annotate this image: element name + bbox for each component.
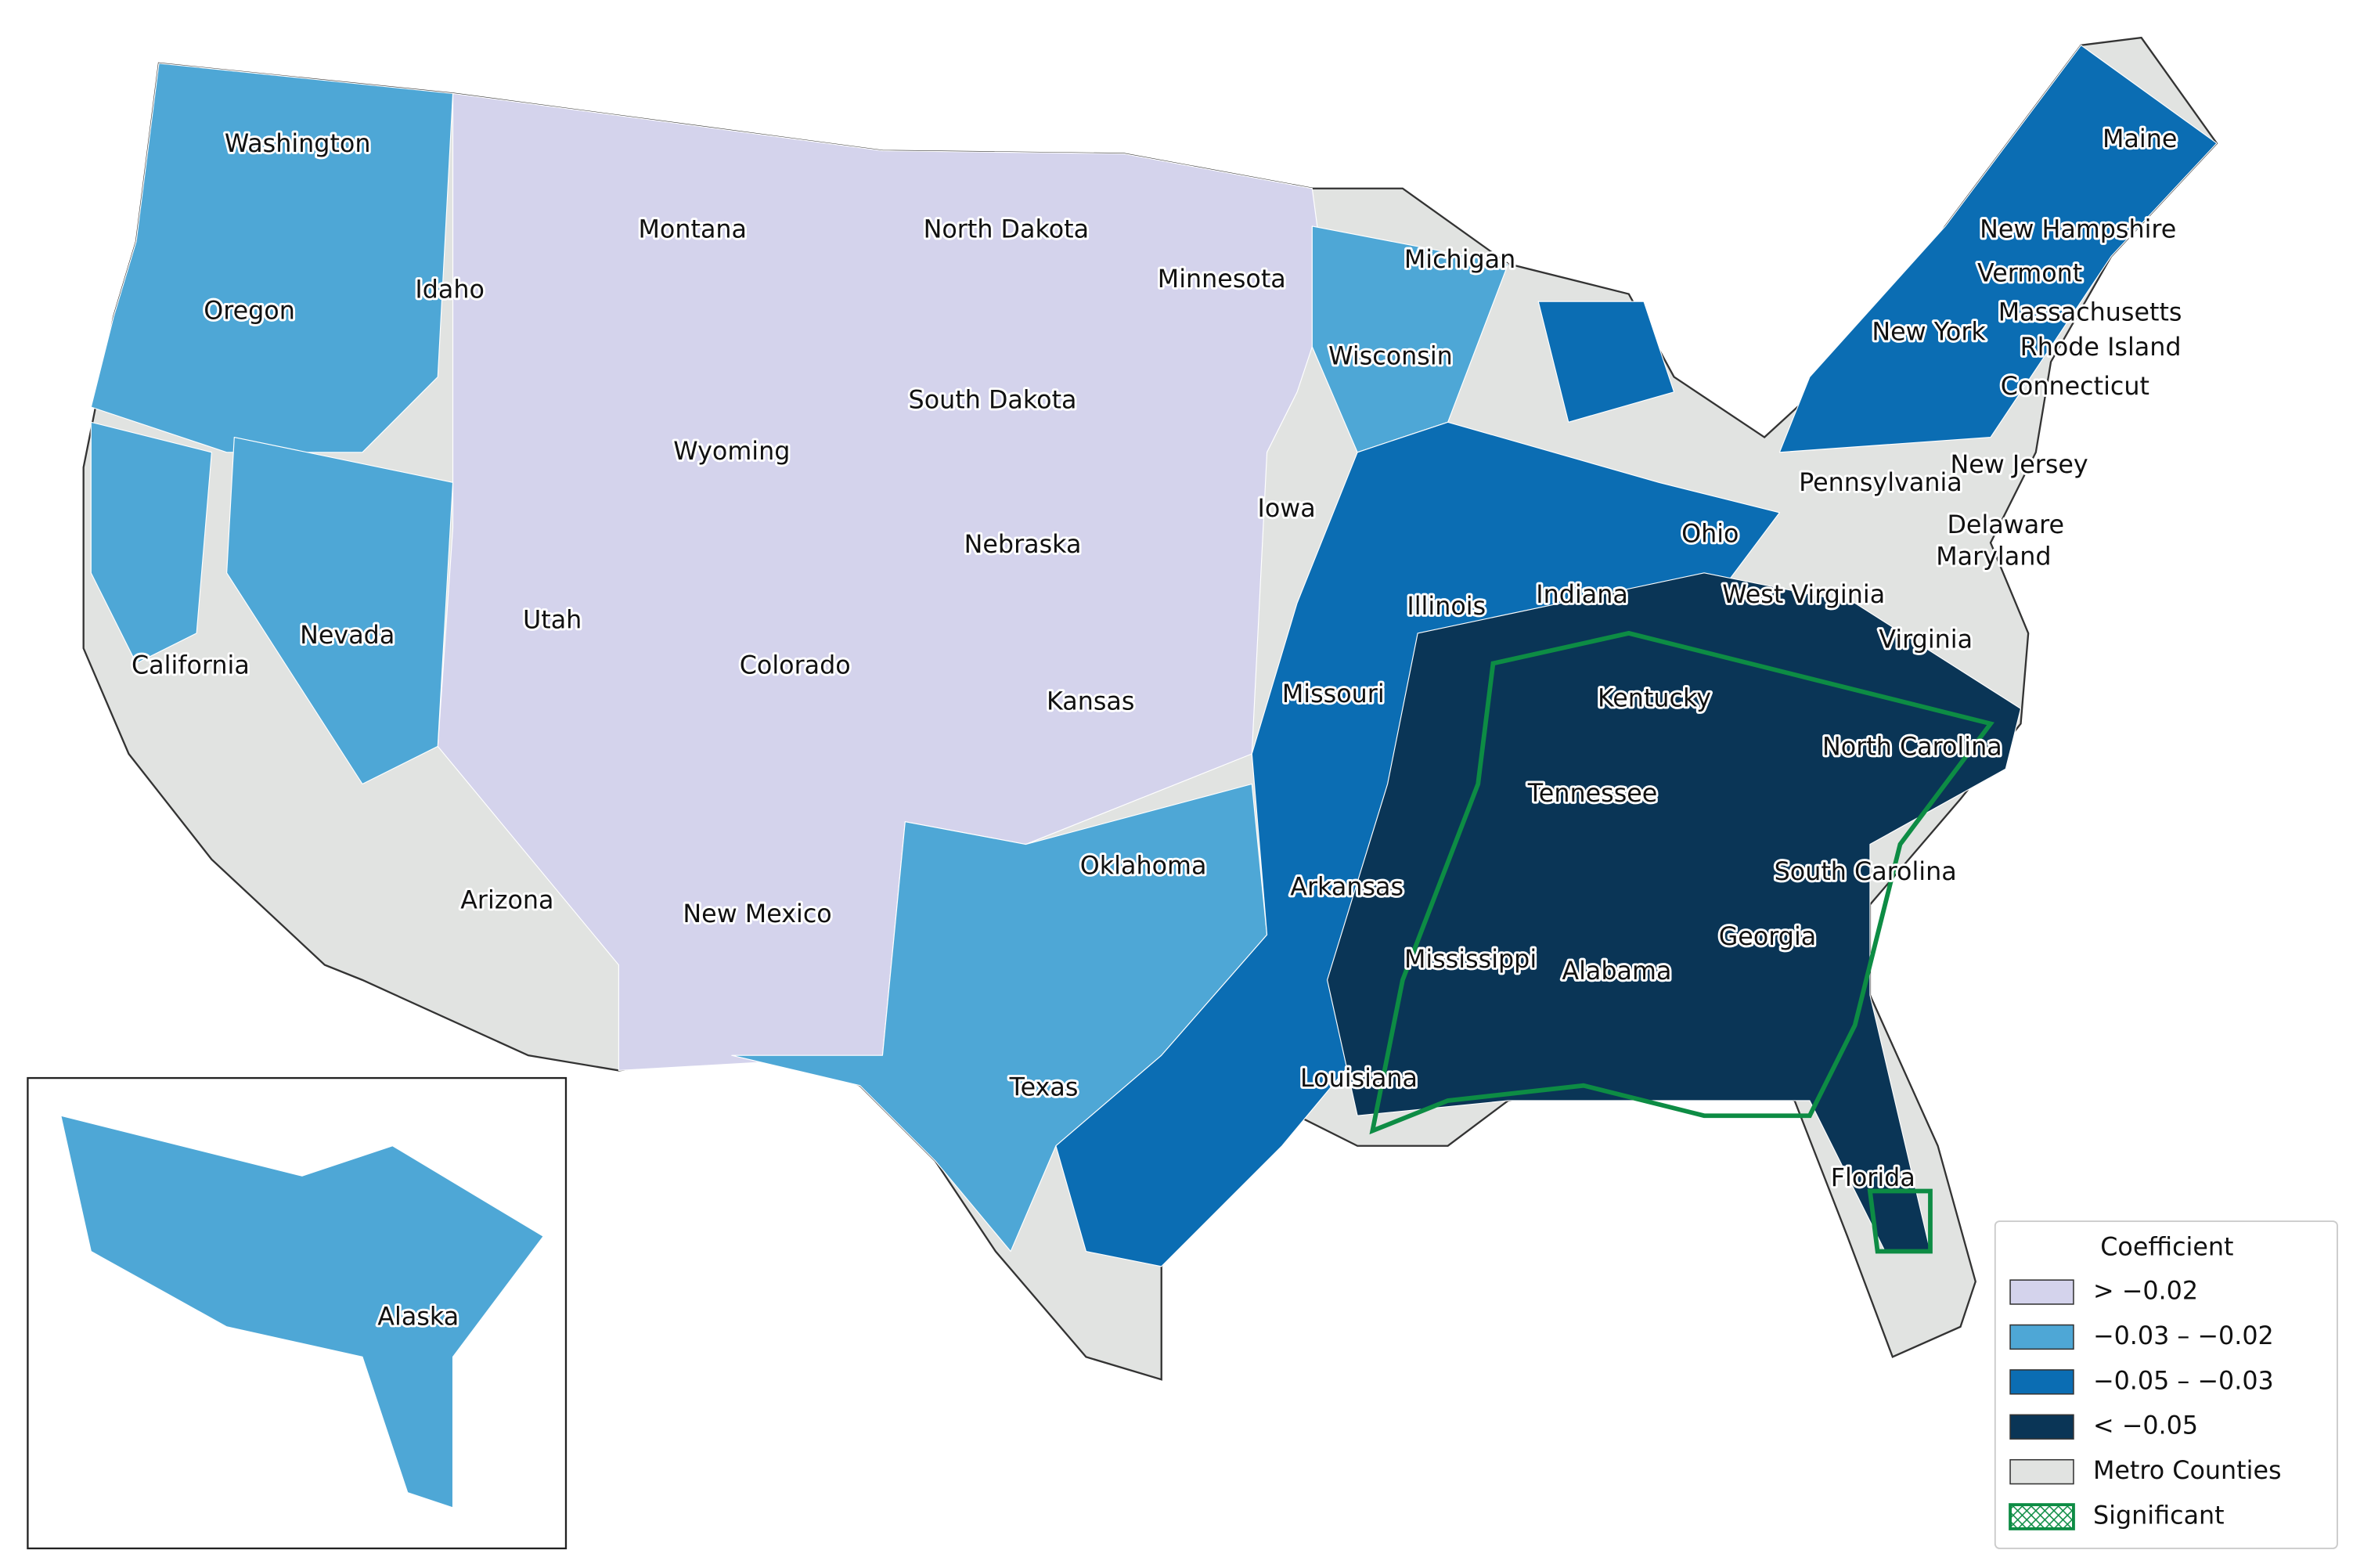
legend-label: −0.03 – −0.02 bbox=[2093, 1322, 2274, 1350]
state-label: Michigan bbox=[1404, 246, 1515, 274]
significant-outline bbox=[1369, 630, 1994, 1135]
state-label: Nebraska bbox=[964, 531, 1082, 559]
legend-label: < −0.05 bbox=[2093, 1412, 2198, 1440]
state-label: North Dakota bbox=[924, 216, 1090, 244]
state-label: Oregon bbox=[204, 297, 295, 326]
legend-swatch bbox=[2009, 1414, 2074, 1440]
state-label: Iowa bbox=[1257, 495, 1315, 523]
county-regions bbox=[60, 36, 2218, 1509]
state-label: Idaho bbox=[415, 276, 485, 305]
legend-label: Metro Counties bbox=[2093, 1457, 2282, 1485]
state-label: Vermont bbox=[1977, 260, 2082, 288]
state-label: Alaska bbox=[377, 1303, 459, 1331]
state-label: Maine bbox=[2103, 125, 2177, 153]
legend-title: Coefficient bbox=[2100, 1234, 2233, 1262]
state-label: Connecticut bbox=[2001, 373, 2149, 401]
state-label: Arkansas bbox=[1290, 873, 1404, 901]
state-label: Rhode Island bbox=[2020, 333, 2182, 362]
legend: Coefficient > −0.02 −0.03 – −0.02 −0.05 – … bbox=[1994, 1220, 2338, 1549]
state-label: Kansas bbox=[1047, 687, 1134, 716]
state-label: New York bbox=[1872, 319, 1986, 347]
state-label: Arizona bbox=[460, 887, 553, 915]
state-label: Massachusetts bbox=[1998, 299, 2182, 327]
state-label: Texas bbox=[1009, 1074, 1079, 1102]
state-label: Utah bbox=[523, 606, 582, 634]
state-label: New Mexico bbox=[683, 900, 831, 928]
state-label: Delaware bbox=[1947, 511, 2064, 539]
state-label: Tennessee bbox=[1527, 780, 1658, 808]
county-region bbox=[90, 421, 212, 665]
state-label: Oklahoma bbox=[1080, 852, 1207, 880]
legend-label: Significant bbox=[2093, 1502, 2225, 1530]
county-region bbox=[60, 1115, 544, 1509]
legend-swatch bbox=[2009, 1503, 2075, 1530]
state-label: New Jersey bbox=[1950, 451, 2088, 479]
state-label: Missouri bbox=[1282, 680, 1385, 708]
state-label: Colorado bbox=[740, 651, 851, 679]
state-label: New Hampshire bbox=[1980, 216, 2176, 244]
state-label: Wisconsin bbox=[1328, 342, 1453, 370]
county-region bbox=[226, 436, 454, 785]
state-label: South Carolina bbox=[1775, 858, 1957, 886]
state-label: Kentucky bbox=[1598, 685, 1711, 713]
county-region bbox=[1778, 45, 2218, 453]
legend-swatch bbox=[2009, 1324, 2074, 1350]
state-label: Ohio bbox=[1681, 521, 1739, 549]
county-region bbox=[437, 92, 1328, 1072]
state-label: Pennsylvania bbox=[1799, 469, 1962, 497]
state-label: Washington bbox=[225, 130, 371, 158]
state-label: Indiana bbox=[1536, 581, 1628, 609]
state-label: Alabama bbox=[1562, 957, 1671, 986]
legend-label: > −0.02 bbox=[2093, 1278, 2198, 1306]
state-label: Mississippi bbox=[1404, 946, 1537, 974]
state-label: South Dakota bbox=[909, 386, 1077, 414]
state-label: Maryland bbox=[1936, 543, 2051, 571]
county-region bbox=[1537, 301, 1675, 423]
state-label: Georgia bbox=[1719, 923, 1817, 951]
state-label: Florida bbox=[1831, 1164, 1915, 1192]
legend-swatch bbox=[2009, 1458, 2074, 1485]
state-label: Nevada bbox=[300, 622, 395, 650]
legend-swatch bbox=[2009, 1369, 2074, 1395]
state-label: California bbox=[132, 651, 250, 679]
state-label: Montana bbox=[639, 216, 748, 244]
alaska-inset bbox=[27, 1076, 568, 1550]
county-region bbox=[90, 63, 454, 453]
state-label: Illinois bbox=[1407, 593, 1486, 621]
legend-label: −0.05 – −0.03 bbox=[2093, 1367, 2274, 1395]
state-label: West Virginia bbox=[1722, 581, 1885, 609]
state-label: Virginia bbox=[1879, 626, 1973, 654]
state-labels: Washington Oregon California Nevada Idaho Mon… bbox=[129, 123, 2184, 1333]
legend-box bbox=[1994, 1220, 2338, 1549]
state-label: Louisiana bbox=[1300, 1065, 1418, 1093]
state-label: Wyoming bbox=[673, 438, 790, 466]
state-label: North Carolina bbox=[1822, 733, 2002, 761]
county-region bbox=[731, 783, 1268, 1253]
state-label: Minnesota bbox=[1158, 265, 1286, 294]
legend-swatch bbox=[2009, 1279, 2074, 1305]
significant-outline bbox=[1867, 1188, 1933, 1254]
